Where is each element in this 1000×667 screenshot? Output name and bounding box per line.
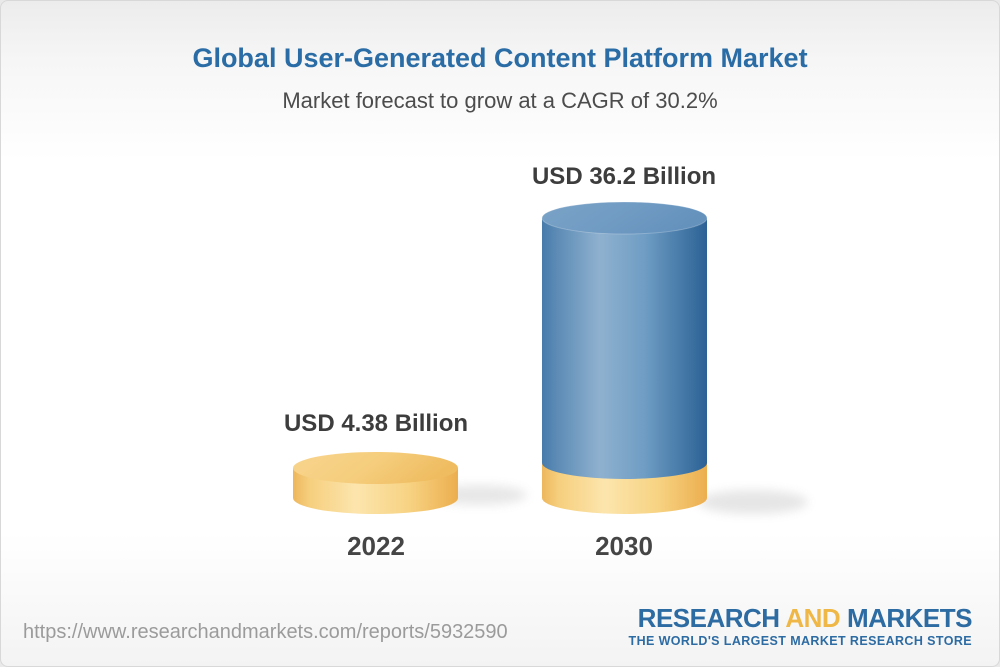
axis-label-2022: 2022 xyxy=(347,531,405,561)
axis-label-2030: 2030 xyxy=(595,531,653,561)
cylinder-2022 xyxy=(293,452,458,514)
logo-word-research: RESEARCH xyxy=(637,603,780,633)
logo-wordmark: RESEARCH AND MARKETS xyxy=(629,603,973,633)
cylinder-2030 xyxy=(541,201,708,514)
value-label-2022: USD 4.38 Billion xyxy=(283,410,469,437)
shadow-2030 xyxy=(698,490,808,514)
logo-word-markets: MARKETS xyxy=(846,603,973,633)
value-label-2030: USD 36.2 Billion xyxy=(531,163,717,190)
research-and-markets-logo: RESEARCH AND MARKETS THE WORLD'S LARGEST… xyxy=(628,603,973,648)
logo-tagline: THE WORLD'S LARGEST MARKET RESEARCH STOR… xyxy=(628,633,972,648)
logo-word-and: AND xyxy=(785,603,841,633)
chart-subtitle: Market forecast to grow at a CAGR of 30.… xyxy=(282,88,718,113)
source-url: https://www.researchandmarkets.com/repor… xyxy=(23,621,508,643)
cylinder-2030-blue-body xyxy=(542,218,707,479)
cylinder-2030-blue-top xyxy=(542,202,707,234)
chart-title: Global User-Generated Content Platform M… xyxy=(192,43,808,73)
